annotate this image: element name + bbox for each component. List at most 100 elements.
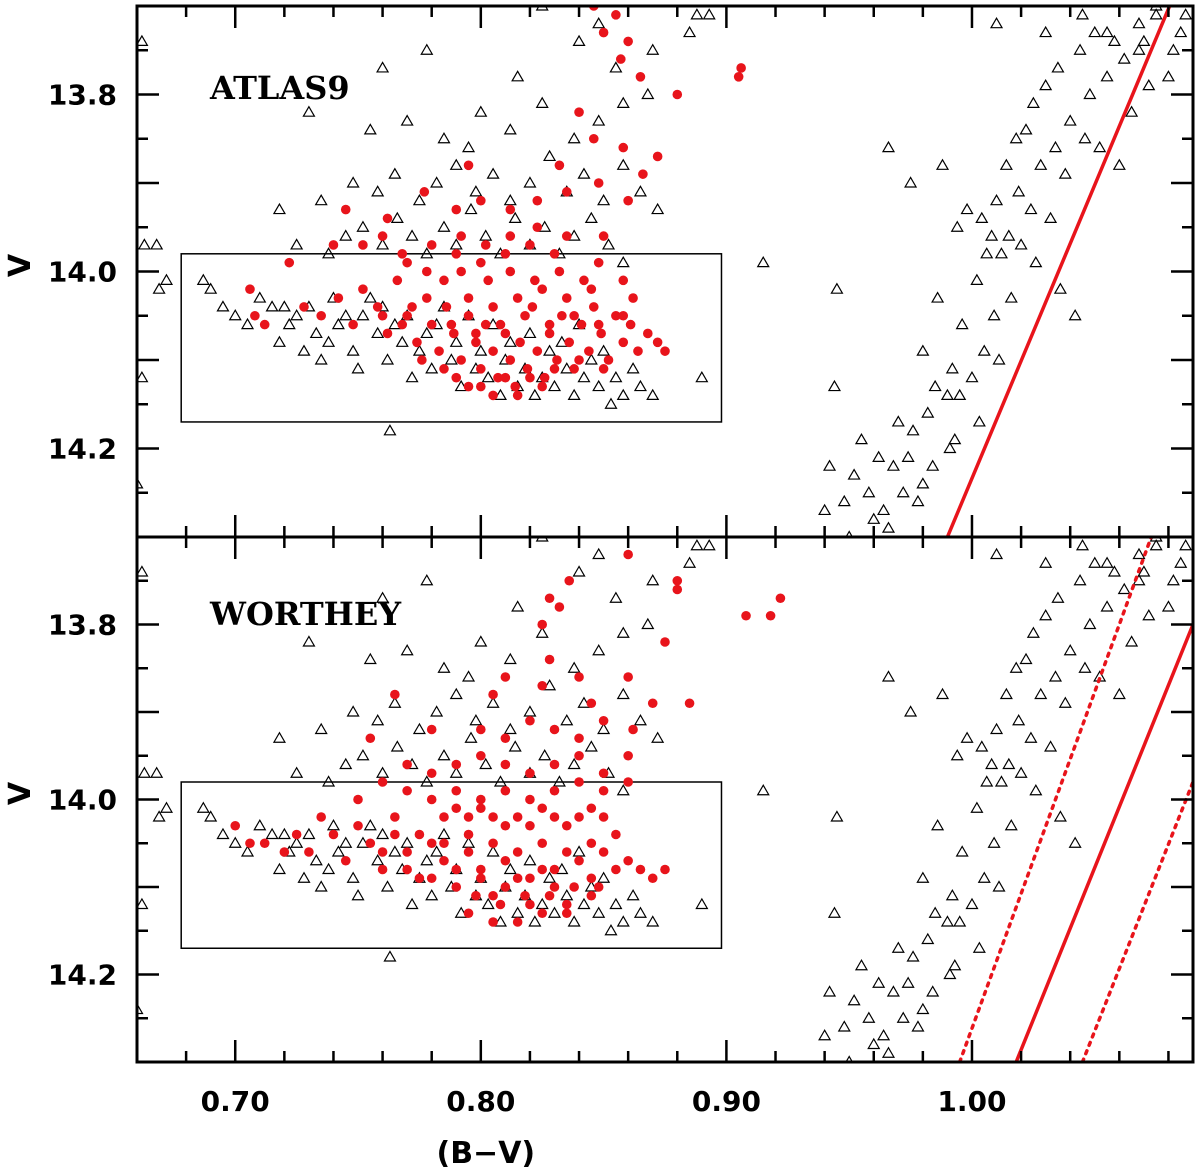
observed-star	[965, 897, 979, 910]
observed-star	[1174, 556, 1188, 568]
observed-star	[1125, 635, 1139, 647]
observed-star	[572, 565, 586, 577]
worthey-model-star	[402, 847, 412, 857]
observed-star	[1100, 600, 1114, 612]
observed-star	[980, 775, 994, 787]
y-tick-label: 13.8	[48, 609, 117, 642]
observed-star	[948, 432, 962, 445]
observed-star	[228, 836, 242, 848]
atlas9-model-star	[593, 319, 604, 330]
observed-star	[1166, 574, 1180, 586]
atlas9-model-star	[505, 266, 516, 277]
observed-star	[461, 140, 476, 153]
atlas9-model-star	[588, 302, 599, 312]
worthey-model-star	[684, 698, 695, 709]
observed-star	[872, 450, 886, 462]
observed-star	[523, 326, 537, 339]
atlas9-model-star	[421, 266, 432, 277]
worthey-model-star	[525, 899, 535, 910]
atlas9-model-star	[733, 72, 744, 82]
observed-star	[577, 897, 591, 910]
observed-star	[535, 96, 549, 108]
observed-star	[891, 941, 905, 953]
atlas9-model-star	[633, 346, 643, 356]
atlas9-model-star	[537, 284, 548, 295]
atlas9-model-star	[603, 355, 614, 365]
atlas9-model-star	[471, 328, 481, 339]
observed-star	[322, 775, 336, 787]
worthey-model-star	[765, 610, 776, 621]
observed-star	[420, 43, 434, 55]
observed-star	[901, 450, 915, 462]
atlas9-model-star	[554, 266, 565, 277]
worthey-model-star	[426, 724, 437, 735]
observed-star	[992, 353, 1006, 365]
worthey-model-star	[660, 637, 670, 647]
observed-star	[503, 335, 517, 347]
observed-star	[975, 740, 989, 752]
worthey-model-star	[471, 890, 481, 901]
observed-star	[322, 247, 336, 259]
observed-star	[302, 635, 316, 647]
observed-star	[486, 845, 500, 857]
atlas9-model-star	[358, 240, 368, 250]
worthey-model-star	[488, 812, 498, 822]
observed-star	[1051, 591, 1065, 603]
atlas9-model-star	[512, 293, 523, 303]
observed-star	[1063, 114, 1077, 126]
atlas9-model-star	[564, 337, 575, 348]
worthey-model-star	[500, 820, 511, 831]
observed-star	[827, 906, 841, 918]
observed-star	[371, 714, 385, 726]
atlas9-model-star	[382, 213, 393, 224]
atlas9-model-star	[476, 195, 486, 206]
atlas9-model-star	[579, 275, 589, 286]
observed-star	[1142, 609, 1156, 621]
worthey-model-star	[316, 812, 326, 822]
observed-star	[847, 468, 861, 480]
atlas9-model-star	[421, 293, 432, 303]
observed-star	[449, 238, 463, 250]
observed-star	[597, 722, 611, 735]
worthey-model-star	[561, 820, 572, 831]
atlas9-model-star	[439, 275, 449, 286]
atlas9-model-star	[456, 231, 466, 241]
observed-star	[584, 740, 598, 752]
atlas9-model-star	[574, 355, 584, 365]
observed-star	[302, 827, 316, 840]
worthey-model-star	[775, 593, 786, 604]
observed-star	[137, 371, 149, 383]
observed-star	[1048, 670, 1063, 682]
observed-star	[616, 158, 630, 170]
worthey-model-star	[377, 847, 388, 857]
worthey-model-star	[525, 873, 535, 884]
observed-star	[592, 906, 606, 918]
worthey-model-star	[451, 759, 462, 770]
worthey-model-star	[525, 820, 535, 831]
observed-star	[940, 915, 954, 927]
observed-star	[1002, 229, 1016, 241]
observed-star	[371, 326, 385, 339]
observed-star	[560, 714, 574, 726]
atlas9-model-star	[510, 381, 520, 392]
observed-star	[999, 158, 1013, 170]
observed-star	[943, 967, 957, 980]
observed-star	[616, 388, 630, 400]
worthey-model-star	[586, 698, 597, 709]
atlas9-model-star	[522, 364, 533, 374]
observed-star	[437, 827, 451, 840]
atlas9-model-star	[392, 275, 403, 286]
worthey-model-star	[537, 619, 548, 630]
worthey-model-star	[463, 908, 474, 919]
observed-star	[977, 871, 991, 883]
atlas9-model-star	[372, 302, 383, 312]
worthey-model-star	[230, 820, 241, 831]
worthey-model-star	[279, 847, 290, 857]
worthey-model-star	[402, 864, 412, 875]
observed-star	[609, 371, 623, 383]
observed-star	[314, 353, 328, 365]
observed-star	[830, 810, 844, 822]
observed-star	[830, 282, 844, 294]
observed-star	[469, 185, 483, 197]
observed-star	[1137, 34, 1151, 47]
